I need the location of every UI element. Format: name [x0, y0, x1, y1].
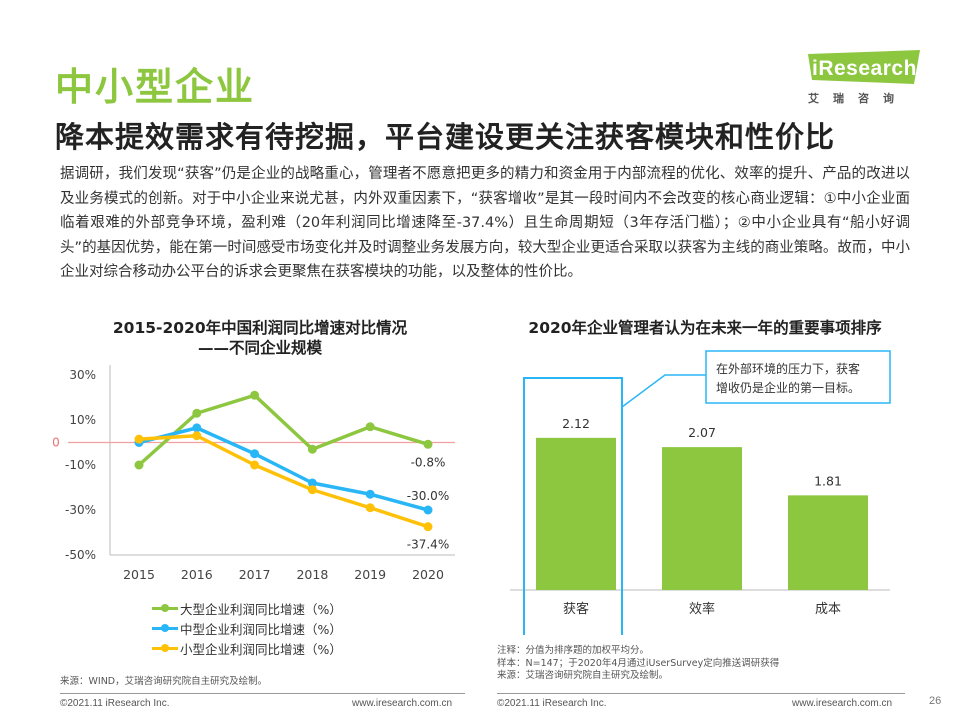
- y-tick-label: 10%: [69, 413, 96, 427]
- line-chart-legend: 大型企业利润同比增速（%） 中型企业利润同比增速（%） 小型企业利润同比增速（%…: [152, 598, 342, 658]
- highlight-box: [523, 377, 623, 635]
- bar-category-label: 获客: [563, 601, 589, 617]
- bar-value-label: 2.12: [562, 416, 590, 431]
- data-point: [423, 522, 433, 532]
- logo-text: iResearch: [812, 57, 917, 80]
- bar-category-label: 效率: [689, 601, 715, 617]
- footer-copyright-right: ©2021.11 iResearch Inc.: [497, 698, 607, 709]
- bar-chart-title: 2020年企业管理者认为在未来一年的重要事项排序: [528, 319, 882, 337]
- data-point: [250, 449, 260, 459]
- data-point: [250, 460, 260, 470]
- data-point: [192, 431, 202, 441]
- data-point: [307, 478, 317, 488]
- bar-value-label: 2.07: [688, 425, 716, 440]
- series-line-1: [138, 426, 429, 512]
- bar: [662, 447, 742, 590]
- y-tick-label: 0: [52, 436, 60, 450]
- x-tick-label: 2019: [354, 567, 386, 582]
- data-point: [192, 408, 202, 418]
- callout-text-line-1: 在外部环境的压力下，获客: [716, 361, 860, 376]
- x-tick-label: 2018: [296, 567, 328, 582]
- data-point: [192, 423, 202, 433]
- logo-subtext: 艾瑞咨询: [808, 92, 908, 105]
- data-point: [423, 439, 433, 449]
- series-end-label: -0.8%: [411, 455, 446, 469]
- footer-divider-left: [60, 693, 465, 694]
- data-point: [365, 503, 375, 513]
- bar: [788, 495, 868, 590]
- legend-swatch-small: [152, 643, 178, 653]
- bar-chart-notes: 注释：分值为排序题的加权平均分。 样本：N=147；于2020年4月通过iUse…: [497, 645, 779, 683]
- line-chart: 30% 10% 0 -10% -30% -50% 2015 2016 2017 2018 2019 2…: [52, 365, 455, 582]
- legend-swatch-medium: [152, 623, 178, 633]
- data-point: [307, 485, 317, 495]
- x-tick-label: 2016: [181, 567, 213, 582]
- legend-label-medium: 中型企业利润同比增速（%）: [180, 621, 342, 637]
- intro-paragraph: 据调研，我们发现“获客”仍是企业的战略重心，管理者不愿意把更多的精力和资金用于内…: [60, 166, 910, 280]
- y-tick-label: 30%: [69, 368, 96, 382]
- callout-box: [705, 350, 891, 404]
- page-title: 中小型企业: [55, 65, 256, 109]
- bar: [536, 437, 616, 590]
- series-end-label: -30.0%: [407, 489, 449, 503]
- data-point: [250, 390, 260, 400]
- series-end-label: -37.4%: [407, 538, 449, 552]
- y-tick-label: -10%: [65, 458, 96, 472]
- bar-value-label: 1.81: [814, 473, 842, 488]
- line-chart-subtitle: ——不同企业规模: [197, 339, 322, 357]
- data-point: [365, 422, 375, 432]
- line-chart-source: 来源：WIND，艾瑞咨询研究院自主研究及绘制。: [60, 676, 268, 687]
- iresearch-logo: iResearch 艾瑞咨询: [790, 50, 920, 110]
- legend-item-large: 大型企业利润同比增速（%）: [152, 598, 342, 618]
- data-point: [423, 505, 433, 515]
- legend-label-large: 大型企业利润同比增速（%）: [180, 601, 342, 617]
- logo-shape-icon: [808, 50, 920, 84]
- note-line-2: 样本：N=147；于2020年4月通过iUserSurvey定向推送调研获得: [497, 657, 780, 669]
- series-line-2: [138, 434, 429, 529]
- legend-item-medium: 中型企业利润同比增速（%）: [152, 618, 342, 638]
- line-chart-title: 2015-2020年中国利润同比增速对比情况: [112, 319, 408, 337]
- x-tick-label: 2015: [123, 567, 155, 582]
- footer-copyright-left: ©2021.11 iResearch Inc.: [60, 698, 170, 709]
- footer-url-left[interactable]: www.iresearch.com.cn: [352, 698, 453, 709]
- note-line-3: 来源：艾瑞咨询研究院自主研究及绘制。: [497, 670, 669, 681]
- y-tick-label: -50%: [65, 548, 96, 562]
- bar-category-label: 成本: [815, 602, 841, 617]
- data-point: [134, 434, 144, 444]
- series-line-0: [137, 393, 429, 467]
- footer-divider-right: [497, 693, 905, 694]
- y-tick-label: -30%: [65, 503, 96, 517]
- footer-url-right[interactable]: www.iresearch.com.cn: [792, 698, 893, 709]
- data-point: [307, 444, 317, 454]
- legend-item-small: 小型企业利润同比增速（%）: [152, 638, 342, 658]
- x-tick-label: 2020: [412, 567, 444, 582]
- x-tick-label: 2017: [239, 567, 271, 582]
- legend-label-small: 小型企业利润同比增速（%）: [180, 641, 342, 657]
- bar-chart: 2.12 获客 2.07 效率 1.81 成本 在外部环境的压力下，获客增收仍是企业的第一…: [510, 350, 891, 635]
- page-number: 26: [929, 695, 942, 707]
- data-point: [365, 489, 375, 499]
- page-subtitle: 降本提效需求有待挖掘，平台建设更关注获客模块和性价比: [55, 120, 836, 154]
- data-point: [134, 460, 144, 470]
- callout-text-line-2: 增收仍是企业的第一目标。: [716, 380, 860, 395]
- legend-swatch-large: [152, 603, 178, 613]
- callout-connector: [621, 374, 706, 408]
- note-line-1: 注释：分值为排序题的加权平均分。: [497, 645, 650, 656]
